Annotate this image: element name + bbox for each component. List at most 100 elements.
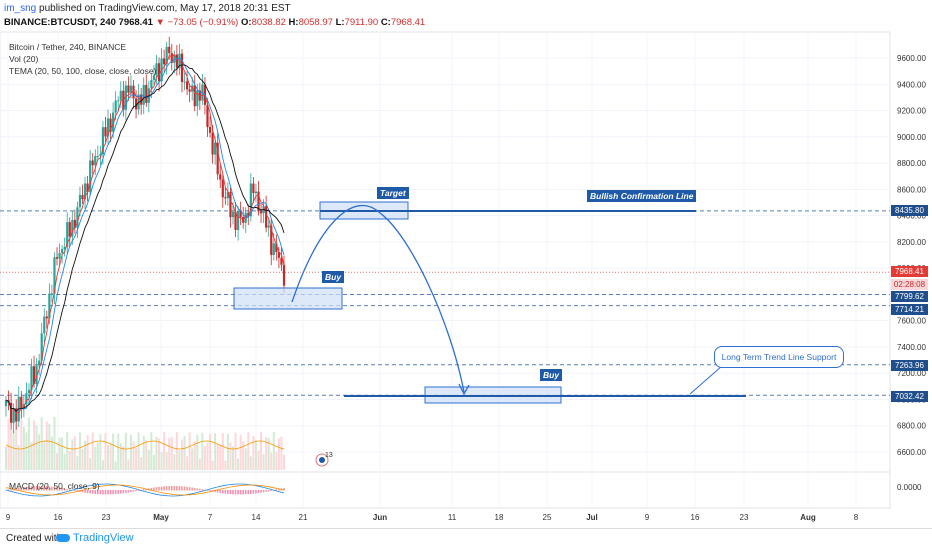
- price-label-7032: 7032.42: [891, 391, 928, 402]
- countdown-timer: 02:28:08: [891, 279, 928, 290]
- x-tick-label: 18: [495, 513, 504, 522]
- volume-bar: [188, 432, 191, 470]
- macd-histogram-bar: [191, 487, 193, 491]
- legend-tema[interactable]: TEMA (20, 50, 100, close, close, close): [9, 66, 157, 76]
- volume-bar: [234, 432, 237, 470]
- volume-bar: [15, 417, 18, 470]
- macd-histogram-bar: [183, 486, 186, 491]
- volume-bar: [180, 439, 183, 470]
- candle-up: [112, 112, 115, 132]
- projection-arc[interactable]: [291, 204, 465, 393]
- volume-bar: [252, 435, 255, 470]
- price-label-7263: 7263.96: [891, 360, 928, 371]
- volume-bar: [43, 440, 46, 470]
- candle-down: [45, 316, 48, 319]
- events-icon-dot: [319, 457, 325, 463]
- author-link[interactable]: im_sng: [4, 3, 37, 14]
- macd-histogram-bar: [176, 486, 178, 491]
- buy-label-2[interactable]: Buy: [540, 369, 563, 381]
- bullish-label[interactable]: Bullish Confirmation Line: [587, 190, 697, 202]
- macd-histogram-bar: [48, 486, 51, 491]
- volume-bar: [17, 444, 20, 470]
- macd-histogram-bar: [135, 490, 137, 492]
- macd-histogram-bar: [66, 488, 69, 491]
- x-tick-label: 23: [102, 513, 111, 522]
- macd-histogram-bar: [46, 486, 48, 491]
- x-tick-label: 7: [208, 513, 213, 522]
- y-tick-label: 8800.00: [897, 159, 926, 168]
- macd-histogram-bar: [17, 487, 20, 491]
- candle-down: [193, 85, 196, 107]
- candle-down: [170, 53, 173, 63]
- legend-macd[interactable]: MACD (20, 50, close, 9): [9, 481, 100, 491]
- macd-histogram-bar: [265, 490, 267, 492]
- volume-bar: [275, 452, 278, 470]
- candle-up: [150, 79, 153, 89]
- macd-signal-line: [5, 484, 285, 496]
- candle-down: [134, 98, 138, 110]
- macd-histogram-bar: [76, 490, 79, 492]
- macd-histogram-bar: [178, 486, 181, 491]
- candle-down: [175, 54, 178, 69]
- price-label-last: 7968.41: [891, 266, 928, 277]
- volume-bar: [280, 436, 283, 470]
- events-badge: 13: [325, 452, 333, 459]
- y-tick-label: 9000.00: [897, 133, 926, 142]
- macd-histogram-bar: [224, 490, 227, 494]
- brand-name: TradingView: [73, 532, 134, 544]
- y-tick-label: 9400.00: [897, 80, 926, 89]
- candle-up: [83, 183, 87, 200]
- macd-histogram-bar: [137, 490, 140, 491]
- volume-bar: [254, 439, 257, 470]
- macd-histogram-bar: [242, 490, 244, 495]
- volume-bar: [211, 460, 214, 470]
- macd-histogram-bar: [193, 487, 196, 491]
- macd-histogram-bar: [227, 490, 229, 494]
- arrow-head-icon: [458, 383, 470, 396]
- buy-zone-1[interactable]: [233, 287, 343, 310]
- x-tick-label: Aug: [800, 513, 816, 522]
- candle-down: [252, 183, 255, 194]
- macd-histogram-bar: [97, 490, 99, 495]
- volume-bar: [124, 432, 127, 470]
- volume-bar: [89, 458, 92, 470]
- macd-histogram-bar: [181, 486, 183, 491]
- volume-bar: [94, 446, 97, 470]
- candle-up: [63, 247, 66, 250]
- macd-histogram-bar: [23, 487, 25, 491]
- candle-up: [58, 252, 61, 259]
- candle-up: [214, 142, 217, 155]
- volume-bar: [112, 433, 115, 470]
- volume-bar: [40, 417, 43, 470]
- macd-histogram-bar: [158, 486, 160, 491]
- volume-bar: [193, 441, 196, 470]
- candle-down: [265, 206, 268, 228]
- candle-down: [163, 58, 166, 65]
- volume-bar: [114, 461, 117, 470]
- candle-down: [185, 81, 189, 90]
- candle-up: [272, 243, 275, 256]
- macd-histogram-bar: [168, 486, 171, 491]
- candle-down: [239, 210, 242, 217]
- callout-pointer: [689, 365, 723, 395]
- volume-bar: [214, 433, 217, 470]
- target-label[interactable]: Target: [377, 187, 409, 199]
- volume-bar: [178, 450, 181, 470]
- candle-up: [35, 365, 38, 384]
- candle-up: [53, 257, 56, 294]
- volume-bar: [277, 438, 280, 470]
- macd-histogram-bar: [35, 486, 38, 491]
- volume-bar: [160, 452, 163, 470]
- buy-label-1[interactable]: Buy: [322, 271, 345, 283]
- support-callout[interactable]: Long Term Trend Line Support: [714, 346, 844, 368]
- volume-bar: [209, 434, 212, 470]
- created-with: Created with: [6, 533, 63, 544]
- legend-vol[interactable]: Vol (20): [9, 54, 39, 64]
- candle-up: [124, 85, 127, 110]
- macd-histogram-bar: [275, 489, 278, 491]
- tradingview-logo[interactable]: TradingView: [56, 532, 134, 544]
- candle-up: [178, 53, 181, 69]
- tema-line: [5, 53, 285, 415]
- macd-histogram-bar: [199, 488, 201, 491]
